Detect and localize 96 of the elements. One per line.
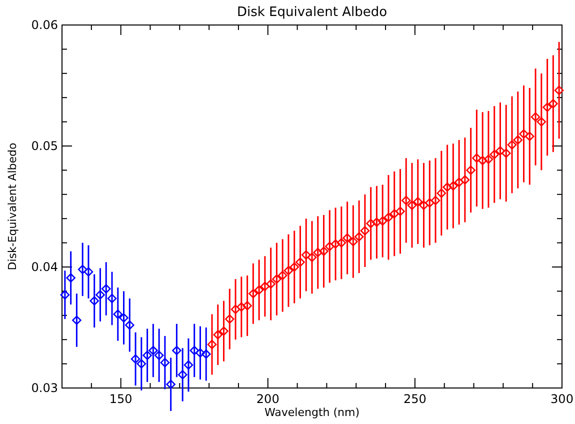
point bbox=[348, 236, 358, 246]
point bbox=[230, 304, 240, 314]
point bbox=[236, 302, 246, 312]
x-tick-label: 250 bbox=[403, 392, 426, 406]
point bbox=[413, 197, 423, 206]
point bbox=[336, 238, 346, 248]
point bbox=[424, 198, 434, 208]
point bbox=[260, 282, 270, 292]
point bbox=[313, 248, 323, 258]
point bbox=[66, 273, 76, 283]
point bbox=[490, 150, 500, 160]
point bbox=[224, 314, 234, 324]
point bbox=[442, 182, 452, 192]
point bbox=[196, 348, 205, 358]
point bbox=[554, 86, 564, 95]
point bbox=[190, 346, 200, 356]
point bbox=[354, 232, 364, 242]
point bbox=[366, 218, 376, 228]
y-tick-label: 0.05 bbox=[31, 139, 58, 153]
point bbox=[72, 316, 82, 325]
point bbox=[372, 218, 382, 227]
point bbox=[101, 284, 111, 294]
point bbox=[290, 262, 300, 272]
point bbox=[78, 264, 88, 274]
point bbox=[378, 216, 388, 226]
point bbox=[148, 346, 158, 356]
point bbox=[142, 350, 152, 360]
point bbox=[219, 326, 228, 336]
point bbox=[96, 290, 105, 300]
x-tick-label: 150 bbox=[109, 392, 132, 406]
point bbox=[507, 140, 517, 150]
point bbox=[90, 296, 100, 306]
point bbox=[160, 358, 170, 368]
point bbox=[319, 246, 328, 256]
point bbox=[172, 346, 182, 356]
point bbox=[124, 320, 134, 330]
point bbox=[213, 330, 223, 340]
point bbox=[401, 196, 411, 206]
point bbox=[330, 239, 340, 249]
point bbox=[178, 370, 188, 380]
y-tick-label: 0.06 bbox=[31, 18, 58, 32]
point bbox=[542, 102, 552, 112]
point bbox=[307, 252, 317, 262]
point bbox=[501, 148, 511, 158]
point bbox=[536, 117, 546, 126]
point bbox=[254, 285, 264, 295]
point bbox=[519, 129, 528, 139]
point bbox=[278, 270, 288, 280]
point bbox=[242, 301, 252, 310]
point bbox=[478, 156, 488, 166]
point bbox=[466, 166, 476, 175]
point bbox=[60, 290, 70, 300]
y-tick-label: 0.04 bbox=[31, 260, 58, 274]
point bbox=[107, 294, 117, 304]
point bbox=[266, 279, 276, 289]
point bbox=[272, 274, 282, 284]
y-axis-title: Disk-Equivalent Albedo bbox=[6, 142, 19, 270]
point bbox=[207, 340, 217, 350]
chart-title: Disk Equivalent Albedo bbox=[236, 5, 388, 20]
point bbox=[460, 175, 470, 185]
point bbox=[154, 350, 164, 360]
y-tick-label: 0.03 bbox=[31, 381, 58, 395]
point bbox=[524, 132, 534, 141]
point bbox=[513, 135, 523, 145]
point bbox=[548, 99, 558, 108]
x-axis-title: Wavelength (nm) bbox=[264, 406, 360, 419]
point bbox=[384, 212, 394, 222]
point bbox=[130, 354, 140, 364]
point bbox=[301, 250, 311, 260]
point bbox=[296, 258, 305, 267]
point bbox=[430, 196, 440, 206]
point bbox=[396, 206, 405, 216]
point bbox=[448, 181, 458, 191]
point bbox=[184, 360, 194, 370]
point bbox=[84, 267, 94, 276]
x-tick-label: 300 bbox=[550, 392, 574, 406]
point bbox=[454, 178, 464, 187]
point bbox=[248, 288, 258, 298]
point bbox=[484, 154, 494, 164]
point bbox=[407, 200, 417, 210]
point bbox=[436, 188, 446, 198]
point bbox=[201, 349, 211, 359]
point bbox=[119, 313, 128, 322]
point bbox=[136, 359, 146, 368]
point bbox=[419, 200, 428, 210]
point bbox=[324, 242, 334, 252]
point bbox=[390, 209, 400, 218]
point bbox=[472, 153, 482, 163]
point bbox=[342, 233, 352, 243]
point bbox=[166, 380, 176, 390]
x-tick-label: 200 bbox=[256, 392, 280, 406]
point bbox=[496, 146, 505, 156]
point bbox=[113, 310, 123, 319]
point bbox=[530, 112, 540, 122]
point bbox=[284, 266, 294, 276]
point bbox=[360, 226, 370, 236]
